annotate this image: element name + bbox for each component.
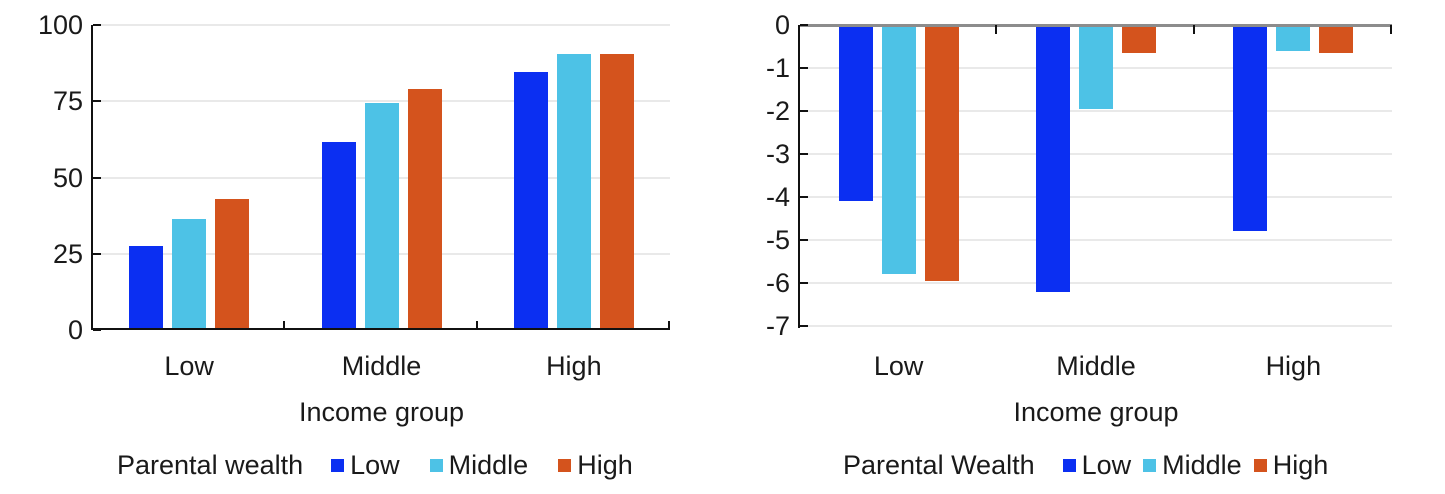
y-tick-label: 75 [52,86,83,117]
bar-low-low [838,25,873,202]
y-axis-tick [93,100,101,103]
bar-low-high [924,25,959,281]
gridline [800,325,1392,327]
bar-middle-low [321,142,356,330]
x-axis-tick [1390,25,1392,34]
legend-item-low: Low [331,450,400,481]
gridline [93,24,670,26]
legend-label-middle: Middle [448,450,529,480]
legend-swatch-middle-icon [1143,459,1157,472]
gridline [93,100,670,103]
y-tick-label: -1 [765,53,790,83]
x-category-label-middle: Middle [341,351,422,381]
y-axis-tick [800,24,808,26]
legend-swatch-low-icon [331,459,345,472]
gridline [800,110,1392,112]
legend-label-low: Low [1081,450,1132,480]
legend-label-high: High [1272,450,1329,480]
y-axis-line [798,25,800,328]
x-axis-tick [476,321,478,330]
y-tick-label: 0 [67,315,83,345]
bar-middle-low [1036,25,1070,292]
y-axis-tick [800,67,808,69]
y-tick-label: 0 [774,10,790,40]
x-axis-tick [668,321,670,330]
y-tick-label: 25 [52,238,83,269]
x-category-label-low: Low [873,351,924,381]
right-x-axis-title: Income group [1013,397,1179,427]
y-axis-tick [93,252,101,255]
y-axis-tick [800,325,808,327]
bar-low-high [215,198,250,330]
y-axis-tick [93,24,101,26]
y-axis-tick [800,110,808,112]
y-axis-tick [800,239,808,241]
right-legend: Parental Wealth Low Middle High [843,450,1328,481]
bar-high-high [1319,25,1354,53]
legend-swatch-low-icon [1062,459,1076,472]
x-category-label-high: High [1265,351,1322,381]
left-legend-title: Parental wealth [117,450,304,480]
gridline [800,282,1392,284]
legend-item-high: High [558,450,633,481]
y-tick-label: 50 [52,162,83,193]
bar-middle-middle [1079,25,1113,109]
y-tick-label: -6 [765,268,790,298]
y-tick-label: -5 [765,225,790,255]
legend-item-middle: Middle [429,450,529,481]
x-category-label-low: Low [164,351,214,381]
x-axis-tick [995,25,997,34]
x-category-label-middle: Middle [1056,351,1136,381]
legend-label-middle: Middle [1162,450,1242,480]
y-axis-tick [93,176,101,179]
bar-low-middle [881,25,916,275]
bar-high-middle [1276,25,1311,51]
bar-high-low [1233,25,1268,232]
legend-item-high: High [1253,450,1329,481]
y-tick-label: -4 [765,182,790,212]
gridline [800,239,1392,241]
bar-high-high [599,53,634,330]
y-axis-line [91,25,93,330]
x-axis-line [93,328,670,330]
bar-low-low [129,246,164,330]
bar-middle-middle [364,102,399,330]
legend-swatch-middle-icon [429,459,443,472]
bar-high-middle [556,53,591,330]
legend-swatch-high-icon [558,459,572,472]
x-category-label-high: High [546,351,602,381]
y-tick-label: -2 [765,96,790,126]
bar-high-low [513,72,548,330]
y-tick-label: 100 [37,10,83,40]
left-legend: Parental wealth Low Middle High [117,450,633,481]
legend-item-low: Low [1062,450,1132,481]
gridline [800,196,1392,198]
x-axis-tick [283,321,285,330]
bar-middle-high [407,89,442,330]
legend-swatch-high-icon [1253,459,1267,472]
legend-item-middle: Middle [1143,450,1242,481]
x-axis-tick [1193,25,1195,34]
left-x-axis-title: Income group [298,397,465,427]
bar-low-middle [172,218,207,330]
legend-label-low: Low [350,450,400,480]
y-axis-tick [800,282,808,284]
zero-line [800,24,1392,27]
y-axis-tick [800,196,808,198]
y-axis-tick [93,329,101,331]
y-tick-label: -3 [765,139,790,169]
bar-middle-high [1122,25,1156,53]
right-legend-title: Parental Wealth [843,450,1035,480]
y-tick-label: -7 [765,311,790,341]
legend-label-high: High [577,450,633,480]
gridline [800,153,1392,155]
y-axis-tick [800,153,808,155]
